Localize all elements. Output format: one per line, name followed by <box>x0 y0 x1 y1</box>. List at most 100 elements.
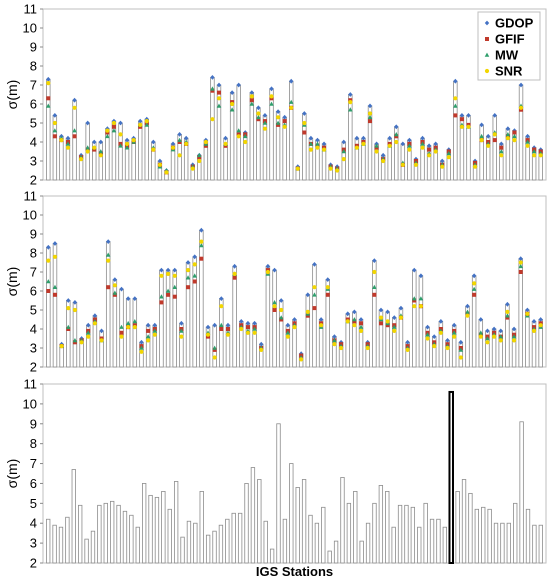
legend-label: GDOP <box>495 16 534 31</box>
gdop-marker <box>518 256 523 262</box>
bar <box>97 504 102 564</box>
snr-marker <box>72 105 77 110</box>
mw-marker <box>505 313 510 318</box>
y-tick-label: 3 <box>30 536 37 551</box>
bar <box>474 508 479 564</box>
y-tick-label: 9 <box>30 40 37 55</box>
bar <box>365 522 371 564</box>
snr-marker <box>486 143 491 148</box>
snr-marker <box>433 149 438 154</box>
bar <box>481 506 486 564</box>
bar <box>305 294 311 368</box>
snr-marker <box>179 334 184 339</box>
bar <box>46 78 51 181</box>
mw-marker <box>312 292 317 297</box>
y-tick-label: 11 <box>24 189 38 204</box>
gfif-marker <box>374 145 379 150</box>
bar <box>410 506 416 564</box>
legend-label: GFIF <box>495 32 525 47</box>
gdop-marker <box>259 341 264 347</box>
gfif-marker <box>249 98 254 103</box>
gdop-marker <box>157 158 163 164</box>
bar <box>340 477 345 564</box>
mw-marker <box>236 128 241 133</box>
gfif-marker <box>111 124 116 129</box>
gfif-marker <box>112 292 117 297</box>
mw-marker <box>525 139 530 144</box>
gdop-marker <box>518 82 524 88</box>
snr-marker <box>132 325 137 330</box>
bar <box>205 534 211 564</box>
mw-marker <box>315 141 320 146</box>
gfif-marker <box>368 119 373 124</box>
y-tick-label: 7 <box>30 456 37 471</box>
bar <box>269 548 275 564</box>
snr-marker <box>341 157 346 162</box>
gfif-marker <box>119 330 124 335</box>
snr-marker <box>505 136 510 141</box>
mw-marker <box>505 132 511 137</box>
snr-marker <box>249 94 254 99</box>
gdop-marker <box>183 135 189 141</box>
mw-marker <box>512 133 517 139</box>
mw-marker <box>511 334 517 339</box>
snr-marker <box>165 271 171 276</box>
gdop-marker <box>210 75 215 80</box>
mw-marker <box>518 263 524 269</box>
snr-marker <box>46 258 51 263</box>
bar <box>225 518 230 564</box>
mw-marker <box>453 103 458 108</box>
gdop-marker <box>538 317 543 322</box>
snr-marker <box>378 315 384 320</box>
gdop-marker <box>72 97 77 103</box>
mw-marker <box>278 315 284 320</box>
bar <box>295 487 300 564</box>
gfif-marker <box>359 321 364 326</box>
mw-marker <box>196 152 202 158</box>
mw-marker <box>179 328 184 333</box>
snr-marker <box>92 321 97 326</box>
snr-marker <box>365 345 370 351</box>
gfif-marker <box>505 315 510 320</box>
gdop-marker <box>85 120 90 126</box>
snr-marker <box>245 330 251 335</box>
bar <box>404 504 409 564</box>
y-tick-label: 4 <box>30 135 37 150</box>
snr-marker <box>358 328 364 333</box>
snr-marker <box>138 122 143 127</box>
mw-marker <box>46 279 51 284</box>
bar <box>353 490 358 564</box>
gdop-marker <box>420 135 425 141</box>
gdop-marker <box>272 267 277 273</box>
bar <box>532 524 537 564</box>
bar <box>461 479 467 564</box>
gfif-marker <box>499 145 504 150</box>
snr-marker <box>230 101 235 107</box>
gdop-marker <box>239 319 244 324</box>
gdop-marker <box>453 78 458 84</box>
bar <box>148 494 153 564</box>
bar <box>122 510 128 564</box>
bar <box>321 506 326 564</box>
gdop-marker <box>361 135 366 141</box>
gfif-marker <box>394 134 399 139</box>
gdop-marker <box>159 267 164 273</box>
bar <box>52 524 57 564</box>
gdop-marker <box>262 113 268 118</box>
y-tick-label: 5 <box>30 496 37 511</box>
gdop-marker <box>438 319 444 324</box>
snr-marker <box>269 94 274 99</box>
gdop-marker <box>282 114 287 120</box>
y-tick-label: 4 <box>30 516 37 531</box>
bar <box>78 504 83 564</box>
mw-marker <box>125 320 131 326</box>
gdop-marker <box>387 135 392 141</box>
snr-marker <box>459 124 465 129</box>
y-tick-label: 7 <box>30 265 37 280</box>
gdop-marker <box>185 260 191 265</box>
snr-marker <box>479 138 484 143</box>
mw-marker <box>498 334 504 339</box>
gfif-marker <box>245 325 250 330</box>
gfif-marker <box>279 317 284 322</box>
snr-marker <box>420 145 425 150</box>
